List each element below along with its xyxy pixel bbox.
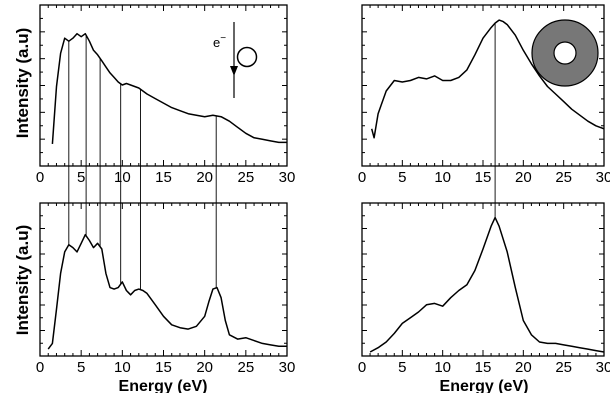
electron-beam-inset: e− xyxy=(213,22,258,98)
x-tick-label: 10 xyxy=(434,169,451,186)
x-tick-label: 25 xyxy=(555,359,572,376)
series-line xyxy=(47,233,287,350)
ylabel-top: Intensity (a.u) xyxy=(13,28,32,139)
electron-arrow-icon xyxy=(230,22,238,98)
x-tick-label: 20 xyxy=(515,359,532,376)
series-line xyxy=(51,32,287,144)
x-tick-label: 0 xyxy=(358,169,366,186)
panel-top-right: 0 5 10 15 20 25 30 xyxy=(358,4,610,186)
panel-bottom-left: 0 5 10 15 20 25 30 xyxy=(36,202,296,376)
x-tick-label: 20 xyxy=(196,359,213,376)
connector-lines xyxy=(68,23,496,290)
hollow-circle-icon xyxy=(236,46,258,68)
panel-bottom-right: 0 5 10 15 20 25 30 xyxy=(358,202,610,376)
xlabel-bottom-left: Energy (eV) xyxy=(119,378,208,393)
series-line xyxy=(369,216,605,353)
plot-frame xyxy=(39,4,288,167)
x-tick-label: 0 xyxy=(358,359,366,376)
x-tick-label: 15 xyxy=(155,359,172,376)
x-tick-label: 5 xyxy=(77,359,85,376)
series-line xyxy=(370,19,605,139)
x-tick-label: 25 xyxy=(555,169,572,186)
x-tick-label: 15 xyxy=(475,359,492,376)
x-tick-label: 0 xyxy=(36,169,44,186)
x-tick-label: 25 xyxy=(237,359,254,376)
x-tick-label: 5 xyxy=(398,359,406,376)
x-tick-label: 30 xyxy=(279,169,296,186)
plot-frame xyxy=(361,202,605,357)
ylabel-bottom: Intensity (a.u) xyxy=(13,225,32,336)
x-tick-label: 30 xyxy=(596,359,610,376)
x-tick-label: 30 xyxy=(279,359,296,376)
x-tick-label: 0 xyxy=(36,359,44,376)
x-tick-label: 15 xyxy=(155,169,172,186)
x-tick-label: 15 xyxy=(475,169,492,186)
x-tick-label: 10 xyxy=(114,359,131,376)
gray-ring-icon xyxy=(531,19,599,87)
electron-label: e− xyxy=(213,33,226,50)
x-tick-label: 5 xyxy=(77,169,85,186)
x-tick-label: 20 xyxy=(515,169,532,186)
panels-layer: 0 5 10 15 20 25 30 0 5 10 15 20 25 30 0 5 10 15 20 25 30 0 5 10… xyxy=(36,4,610,376)
x-tick-label: 5 xyxy=(398,169,406,186)
xlabel-bottom-right: Energy (eV) xyxy=(440,378,529,393)
x-tick-label: 10 xyxy=(434,359,451,376)
x-tick-label: 25 xyxy=(237,169,254,186)
x-tick-label: 20 xyxy=(196,169,213,186)
x-tick-label: 10 xyxy=(114,169,131,186)
x-tick-label: 30 xyxy=(596,169,610,186)
panel-top-left: 0 5 10 15 20 25 30 xyxy=(36,4,296,186)
plot-frame xyxy=(39,202,288,357)
